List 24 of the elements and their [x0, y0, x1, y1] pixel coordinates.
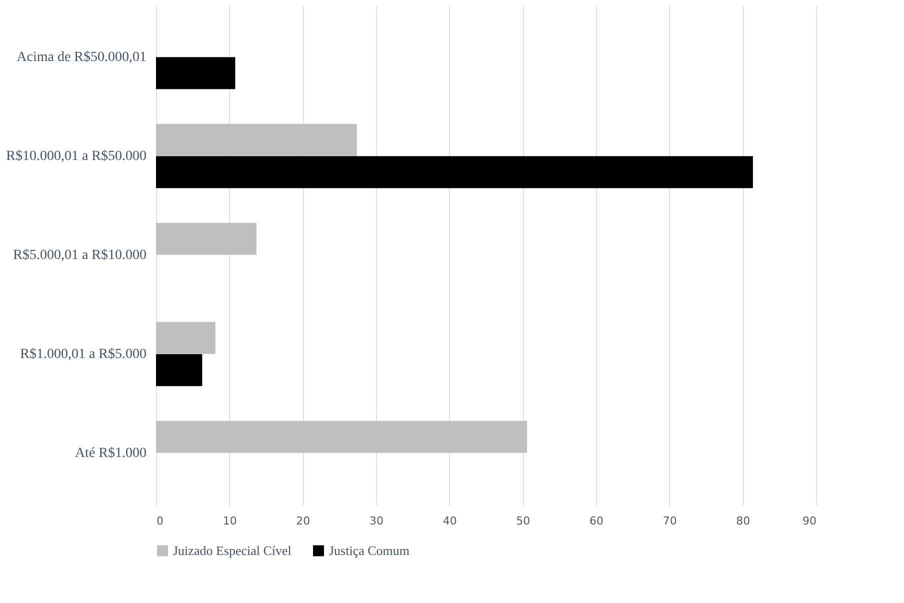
y-tick-label: R$10.000,01 a R$50.000: [6, 148, 146, 164]
bar: [156, 322, 216, 354]
y-tick-label: R$5.000,01 a R$10.000: [13, 248, 146, 263]
bar: [156, 222, 256, 255]
y-tick-label: Até R$1.000: [74, 446, 146, 462]
x-tick-label: 10: [222, 514, 237, 528]
bar: [156, 156, 753, 188]
x-tick-label: 80: [736, 514, 750, 528]
x-tick-label: 0: [156, 514, 164, 528]
bar: [156, 420, 528, 453]
x-tick-label: 30: [370, 514, 384, 528]
y-tick-label: R$1.000,01 a R$5.000: [20, 347, 146, 362]
x-tick-label: 70: [662, 514, 677, 528]
bar: [156, 354, 202, 386]
x-tick-label: 50: [516, 514, 530, 528]
legend-label: Justiça Comum: [329, 542, 410, 558]
y-tick-label: Acima de R$50.000,01: [16, 50, 146, 65]
bar: [156, 124, 357, 156]
legend-label: Juizado Especial Cível: [173, 542, 292, 558]
x-tick-label: 90: [802, 514, 816, 528]
x-tick-label: 20: [296, 514, 310, 528]
x-tick-label: 40: [442, 514, 457, 528]
x-tick-label: 60: [590, 514, 604, 528]
bar: [156, 57, 236, 90]
